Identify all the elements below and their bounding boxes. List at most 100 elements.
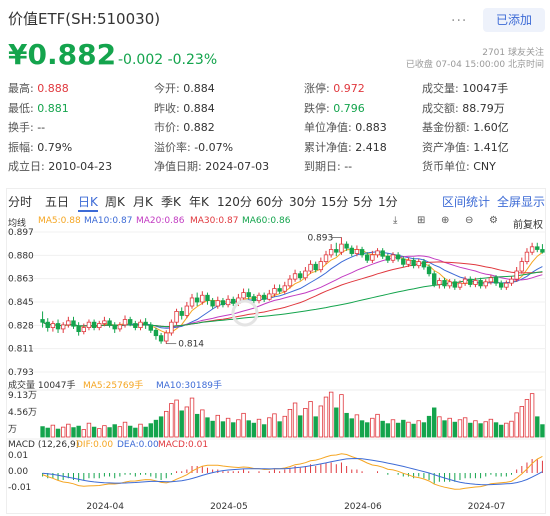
period-tab[interactable]: 30分	[289, 195, 317, 209]
candle-body	[535, 246, 540, 250]
candle-body	[354, 249, 360, 254]
candle-body	[457, 282, 463, 288]
period-tab[interactable]: 五日	[45, 195, 70, 209]
fullscreen-button[interactable]: 全屏显示	[497, 195, 546, 209]
volume-bar	[117, 426, 123, 438]
candle-body	[488, 277, 494, 283]
stat-item: 昨收: 0.884	[154, 100, 215, 118]
stat-label: 溢价率:	[154, 140, 191, 154]
candle-body	[529, 246, 535, 253]
volume-bar	[91, 426, 97, 438]
stat-value: 0.79%	[33, 140, 73, 154]
stat-item: 市价: 0.882	[154, 119, 215, 137]
volume-bar	[416, 420, 421, 438]
settings-icon[interactable]: ⚙	[489, 215, 498, 226]
candle-body	[81, 327, 87, 333]
volume-bar	[81, 429, 87, 438]
stat-label: 成交量:	[422, 82, 459, 95]
volume-bar	[473, 420, 478, 438]
zoom-in-icon[interactable]: ⊕	[441, 215, 450, 226]
candle-body	[447, 281, 452, 287]
candle-body	[416, 261, 421, 267]
candle-body	[251, 296, 257, 302]
period-tab[interactable]: 120分	[217, 195, 252, 209]
y-tick-label: 0.897	[8, 228, 34, 238]
volume-bar	[261, 424, 267, 438]
stat-label: 累计净值:	[304, 140, 352, 154]
stat-value: 88.79万	[458, 101, 505, 115]
period-tab[interactable]: 分时	[8, 195, 33, 209]
x-tick-label: 2024-07	[468, 502, 506, 512]
candle-body	[143, 321, 148, 326]
candle-body	[86, 321, 92, 328]
volume-bar	[107, 427, 112, 438]
stat-item: 跌停: 0.796	[304, 100, 365, 118]
candle-body	[385, 255, 391, 261]
period-tab[interactable]: 周K	[105, 195, 125, 209]
volume-tick-label: 9.13万	[8, 391, 37, 401]
stat-label: 振幅:	[8, 140, 34, 154]
zoom-out-icon[interactable]: ⊖	[465, 215, 474, 226]
change-value: -0.002	[118, 52, 164, 68]
draw-tool-icon[interactable]: ⤓	[393, 215, 398, 226]
x-tick-label: 2024-06	[344, 502, 382, 512]
volume-bar	[267, 417, 272, 438]
stat-item: 溢价率: -0.07%	[154, 139, 233, 157]
volume-bar	[323, 396, 329, 438]
volume-bar	[189, 397, 195, 438]
added-watchlist-button[interactable]: 已添加	[483, 8, 545, 32]
stat-value: 2.418	[351, 140, 387, 154]
candle-body	[323, 254, 329, 263]
volume-bar	[287, 408, 293, 438]
candle-body	[256, 294, 262, 302]
followers-count[interactable]: 2701 球友关注	[482, 48, 544, 58]
candle-body	[122, 319, 128, 326]
period-tab[interactable]: 季K	[161, 195, 181, 209]
volume-bar	[241, 412, 246, 438]
volume-bar	[292, 402, 298, 438]
current-price: ¥0.882	[8, 38, 117, 71]
adjust-mode-select[interactable]: 前复权	[513, 220, 543, 231]
volume-bar	[164, 410, 169, 438]
candle-body	[107, 320, 112, 326]
volume-bar	[514, 412, 519, 438]
period-tab[interactable]: 年K	[189, 195, 209, 209]
volume-bar	[251, 422, 257, 438]
stat-value: 0.884	[179, 82, 215, 95]
candle-body	[164, 332, 169, 342]
period-tab[interactable]: 1分	[378, 195, 398, 209]
more-icon[interactable]: ...	[451, 9, 468, 25]
macd-line	[42, 453, 543, 490]
legend-entry: MA20:0.86	[136, 216, 185, 226]
legend-entry: MA10:30189手	[156, 381, 223, 391]
period-tab[interactable]: 日K	[78, 193, 98, 212]
candle-body	[40, 319, 45, 323]
period-tab[interactable]: 月K	[133, 195, 153, 209]
range-stats-button[interactable]: 区间统计	[442, 195, 491, 209]
stat-item: 净值日期: 2024-07-03	[154, 158, 269, 176]
candle-body	[189, 297, 195, 307]
volume-bar	[509, 420, 514, 438]
volume-tick-label: 4.56万	[8, 408, 37, 418]
period-tab[interactable]: 5分	[353, 195, 373, 209]
volume-bar	[102, 425, 107, 438]
volume-bar	[127, 425, 133, 438]
candle-body	[514, 270, 519, 280]
period-tab[interactable]: 60分	[256, 195, 284, 209]
volume-bar	[169, 403, 174, 438]
candle-body	[390, 254, 396, 261]
volume-bar	[401, 419, 406, 438]
volume-bar	[143, 426, 148, 438]
candle-body	[148, 324, 153, 331]
period-tab[interactable]: 15分	[321, 195, 349, 209]
candle-body	[267, 293, 272, 300]
candle-body	[241, 292, 246, 299]
candle-body	[55, 323, 61, 330]
annotation-label: 0.814	[178, 340, 204, 350]
expand-icon[interactable]: ⊞	[417, 215, 426, 226]
volume-bar	[174, 399, 179, 438]
quote-meta: 2701 球友关注 已收盘 07-04 15:00:00 北京时间	[406, 47, 544, 71]
volume-bar	[256, 418, 262, 438]
volume-bar	[246, 420, 251, 438]
